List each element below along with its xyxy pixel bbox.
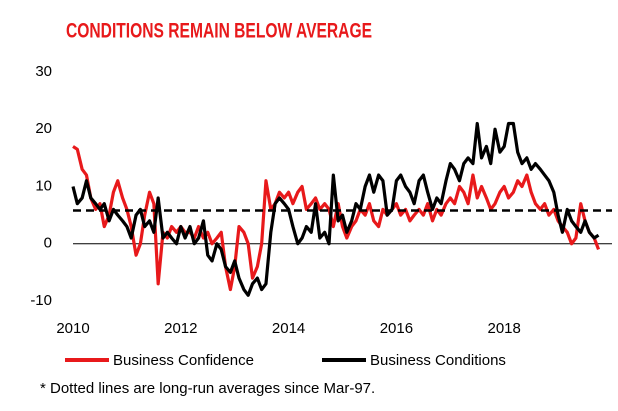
x-tick-label: 2014 (272, 320, 305, 337)
legend-label: Business Conditions (370, 352, 506, 369)
y-tick-label: 0 (44, 235, 52, 252)
chart-title: CONDITIONS REMAIN BELOW AVERAGE (66, 20, 372, 43)
y-tick-label: 30 (35, 63, 52, 80)
y-tick-label: 10 (35, 177, 52, 194)
x-tick-label: 2018 (488, 320, 521, 337)
y-tick-label: 20 (35, 120, 52, 137)
series-line (72, 145, 601, 292)
x-tick-label: 2012 (164, 320, 197, 337)
series-line (71, 121, 600, 297)
x-tick-label: 2010 (56, 320, 89, 337)
legend-label: Business Confidence (113, 352, 254, 369)
y-tick-label: -10 (30, 292, 52, 309)
x-tick-label: 2016 (380, 320, 413, 337)
footnote: * Dotted lines are long-run averages sin… (40, 380, 375, 397)
